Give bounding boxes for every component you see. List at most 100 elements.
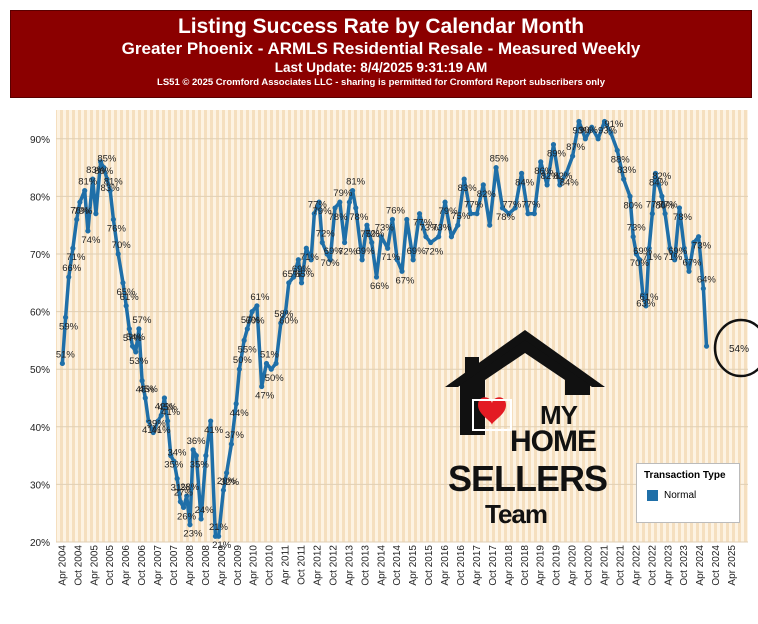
data-point bbox=[385, 245, 391, 251]
data-label: 84% bbox=[649, 177, 669, 188]
x-tick-label: Oct 2010 bbox=[265, 545, 276, 586]
data-label: 45% bbox=[158, 402, 178, 413]
data-point bbox=[563, 170, 569, 176]
data-point bbox=[142, 395, 148, 401]
data-point bbox=[241, 337, 247, 343]
data-label: 82% bbox=[541, 171, 561, 182]
data-point bbox=[174, 476, 180, 482]
data-label: 84% bbox=[515, 177, 535, 188]
data-label: 71% bbox=[663, 252, 683, 263]
data-point bbox=[115, 251, 121, 257]
data-label: 47% bbox=[255, 390, 275, 401]
my-home-sellers-team-logo: MY HOME SELLERS Team bbox=[440, 325, 610, 530]
data-label: 44% bbox=[230, 408, 250, 419]
series-points bbox=[59, 118, 710, 539]
data-label: 74% bbox=[81, 235, 101, 246]
data-point bbox=[636, 257, 643, 263]
data-label: 70% bbox=[630, 258, 650, 269]
data-point bbox=[324, 251, 330, 257]
data-label: 45% bbox=[139, 384, 159, 395]
data-point bbox=[244, 326, 250, 332]
data-point bbox=[499, 205, 506, 211]
data-point bbox=[62, 314, 69, 320]
data-label: 65% bbox=[116, 287, 136, 298]
data-point bbox=[224, 470, 230, 476]
data-label: 82% bbox=[553, 171, 573, 182]
data-label: 60% bbox=[279, 316, 299, 327]
x-tick-label: Oct 2005 bbox=[105, 545, 116, 586]
data-point bbox=[652, 170, 659, 176]
data-point bbox=[455, 222, 461, 228]
data-label: 26% bbox=[177, 511, 197, 522]
data-point bbox=[353, 205, 359, 211]
data-label: 41% bbox=[152, 425, 172, 436]
data-label: 57% bbox=[132, 315, 152, 326]
x-tick-label: Oct 2021 bbox=[615, 545, 626, 586]
data-point bbox=[649, 211, 655, 217]
data-label: 83% bbox=[86, 165, 106, 176]
data-point bbox=[123, 303, 129, 309]
legend-label: Normal bbox=[664, 490, 697, 501]
data-label: 84% bbox=[560, 177, 580, 188]
data-label: 73% bbox=[432, 223, 452, 234]
data-point bbox=[428, 239, 434, 246]
data-point bbox=[467, 211, 474, 217]
data-point bbox=[187, 522, 193, 528]
y-tick-label: 20% bbox=[30, 538, 50, 549]
data-point bbox=[233, 401, 239, 407]
logo-my: MY bbox=[540, 400, 578, 430]
data-label: 86% bbox=[534, 166, 554, 177]
data-point bbox=[133, 349, 139, 355]
data-label: 55% bbox=[238, 344, 258, 355]
data-label: 69% bbox=[633, 246, 653, 257]
data-point bbox=[570, 153, 576, 159]
data-label: 77% bbox=[464, 200, 484, 211]
data-label: 79% bbox=[73, 206, 93, 217]
data-label: 90% bbox=[579, 125, 599, 136]
chart-title: Listing Success Rate by Calendar Month bbox=[177, 15, 585, 38]
x-tick-label: Apr 2016 bbox=[440, 545, 451, 586]
data-label: 59% bbox=[59, 321, 79, 332]
x-tick-label: Oct 2009 bbox=[233, 545, 244, 586]
data-point bbox=[576, 118, 582, 125]
data-label: 75% bbox=[360, 229, 380, 240]
data-label: 77% bbox=[659, 200, 679, 211]
data-point bbox=[672, 257, 678, 263]
data-label: 88% bbox=[611, 154, 631, 165]
data-label: 36% bbox=[187, 436, 207, 447]
heart-icon bbox=[478, 397, 506, 425]
data-point bbox=[518, 170, 525, 176]
data-label: 70% bbox=[112, 240, 132, 251]
data-point bbox=[448, 234, 455, 240]
data-point bbox=[278, 320, 284, 326]
x-tick-label: Oct 2012 bbox=[328, 545, 339, 586]
data-label: 72% bbox=[365, 228, 385, 239]
data-point bbox=[461, 176, 467, 182]
x-tick-label: Apr 2004 bbox=[57, 545, 68, 586]
data-point bbox=[220, 487, 227, 493]
data-label: 50% bbox=[233, 355, 253, 366]
data-point bbox=[538, 159, 544, 165]
legend-item-normal: Normal bbox=[637, 481, 739, 501]
y-axis-ticks: 20% 30% 40% 50% 60% 70% 80% 90% bbox=[30, 135, 50, 549]
data-label: 77% bbox=[521, 200, 541, 211]
data-label: 21% bbox=[209, 522, 229, 533]
data-point bbox=[337, 199, 343, 205]
x-tick-label: Oct 2015 bbox=[424, 545, 435, 586]
data-point bbox=[93, 211, 99, 217]
data-point bbox=[327, 257, 333, 263]
x-tick-label: Oct 2019 bbox=[552, 545, 563, 586]
data-label: 29% bbox=[217, 476, 237, 487]
data-label: 72% bbox=[316, 228, 336, 239]
data-label: 71% bbox=[66, 252, 86, 263]
x-tick-label: Oct 2023 bbox=[679, 545, 690, 586]
data-point bbox=[66, 274, 72, 280]
data-point bbox=[506, 211, 512, 217]
data-label: 82% bbox=[477, 189, 497, 200]
highlight-circle bbox=[713, 318, 758, 378]
x-tick-label: Oct 2013 bbox=[360, 545, 371, 586]
data-label: 73% bbox=[375, 223, 395, 234]
x-tick-label: Apr 2010 bbox=[249, 545, 260, 586]
x-tick-label: Oct 2011 bbox=[297, 545, 308, 585]
data-point bbox=[85, 228, 91, 234]
